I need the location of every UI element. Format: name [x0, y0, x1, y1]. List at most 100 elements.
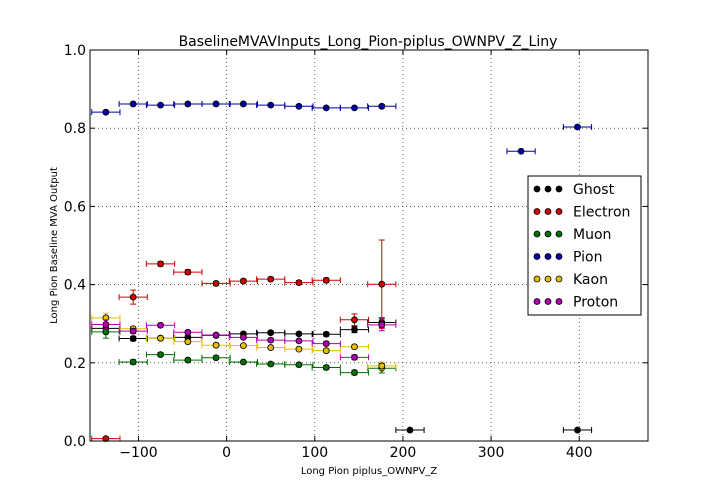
- legend-frame: [527, 175, 642, 316]
- data-point: [267, 329, 275, 337]
- data-point: [129, 293, 137, 301]
- data-point: [322, 347, 330, 355]
- data-point: [212, 280, 220, 287]
- data-point: [351, 343, 358, 351]
- legend-marker: [533, 208, 541, 215]
- legend-label: Pion: [573, 250, 602, 266]
- data-point: [574, 123, 581, 131]
- legend-marker: [544, 185, 552, 193]
- legend-marker: [555, 185, 563, 193]
- data-point: [157, 334, 164, 342]
- data-point: [102, 108, 110, 116]
- data-point: [212, 331, 220, 339]
- data-point: [322, 364, 330, 371]
- x-tick-label: 300: [478, 445, 505, 461]
- data-point: [239, 358, 247, 366]
- data-point: [574, 426, 581, 434]
- data-point: [129, 335, 137, 342]
- x-axis-label: Long Pion piplus_OWNPV_Z: [301, 466, 438, 477]
- legend-marker: [544, 253, 552, 260]
- legend-marker: [533, 230, 541, 238]
- legend-marker: [555, 230, 563, 238]
- y-axis-label: Long Pion Baseline MVA Output: [49, 167, 60, 324]
- data-point: [267, 360, 275, 368]
- legend-item-muon: Muon: [533, 227, 611, 243]
- data-point: [295, 345, 303, 353]
- data-point: [239, 277, 247, 285]
- data-point: [322, 104, 330, 112]
- data-point: [295, 337, 303, 345]
- data-point: [129, 100, 137, 108]
- x-tick-label: 400: [566, 445, 593, 461]
- data-point: [267, 344, 275, 351]
- legend-marker: [544, 208, 552, 215]
- legend-item-proton: Proton: [533, 295, 618, 311]
- data-point: [212, 354, 220, 362]
- series-pion: [91, 100, 593, 155]
- data-point: [129, 358, 137, 366]
- x-tick-label: −100: [119, 445, 157, 461]
- data-point: [239, 333, 247, 341]
- legend-item-ghost: Ghost: [533, 182, 615, 198]
- legend-item-kaon: Kaon: [533, 272, 608, 288]
- data-point: [129, 327, 137, 335]
- data-point: [295, 361, 303, 369]
- data-point: [184, 268, 192, 276]
- legend-label: Kaon: [573, 272, 608, 288]
- y-tick-label: 1.0: [64, 43, 86, 59]
- legend-label: Electron: [573, 205, 630, 221]
- data-point: [351, 369, 358, 376]
- data-point: [157, 101, 164, 109]
- data-point: [239, 100, 247, 108]
- legend-marker: [533, 298, 541, 305]
- series-proton: [91, 318, 397, 361]
- legend-marker: [544, 275, 552, 283]
- data-point: [378, 321, 386, 329]
- axis-ticks: −100 0 100 200 300 400 0.0 0.2 0.4 0.6 0.8 1.0: [64, 43, 648, 461]
- series-ghost: [91, 317, 593, 434]
- legend-item-electron: Electron: [533, 205, 630, 221]
- y-tick-label: 0.4: [64, 278, 86, 294]
- legend-marker: [544, 230, 552, 238]
- data-point: [157, 321, 164, 329]
- data-point: [184, 338, 192, 346]
- data-point: [267, 275, 275, 283]
- legend-marker: [533, 275, 541, 283]
- data-point: [378, 280, 386, 288]
- legend-label: Muon: [573, 227, 611, 243]
- x-tick-label: 100: [301, 445, 328, 461]
- data-point: [212, 100, 220, 108]
- x-tick-label: 200: [390, 445, 417, 461]
- data-point: [322, 276, 330, 284]
- y-tick-label: 0.8: [64, 121, 86, 137]
- data-point: [295, 102, 303, 110]
- legend-label: Ghost: [573, 182, 615, 198]
- data-point: [322, 340, 330, 348]
- data-point: [239, 342, 247, 349]
- data-point: [351, 326, 358, 333]
- data-point: [378, 102, 386, 110]
- data-point: [102, 321, 110, 328]
- data-point: [378, 362, 386, 370]
- legend-marker: [555, 208, 563, 215]
- series-muon: [91, 325, 397, 376]
- data-series: [91, 100, 593, 443]
- legend-marker: [533, 185, 541, 193]
- y-tick-label: 0.0: [64, 434, 86, 450]
- series-electron: [91, 239, 397, 443]
- data-point: [212, 341, 220, 349]
- legend-marker: [533, 253, 541, 260]
- data-point: [184, 100, 192, 108]
- legend: Ghost Electron Muon Pion Kaon Proton: [527, 175, 642, 316]
- legend-marker: [555, 298, 563, 305]
- data-point: [157, 351, 164, 358]
- legend-marker: [555, 275, 563, 283]
- legend-item-pion: Pion: [533, 250, 602, 266]
- data-point: [184, 356, 192, 364]
- legend-marker: [544, 298, 552, 305]
- data-point: [322, 330, 330, 338]
- x-tick-label: 0: [222, 445, 231, 461]
- data-point: [267, 336, 275, 344]
- data-point: [517, 147, 525, 155]
- y-tick-label: 0.6: [64, 199, 86, 215]
